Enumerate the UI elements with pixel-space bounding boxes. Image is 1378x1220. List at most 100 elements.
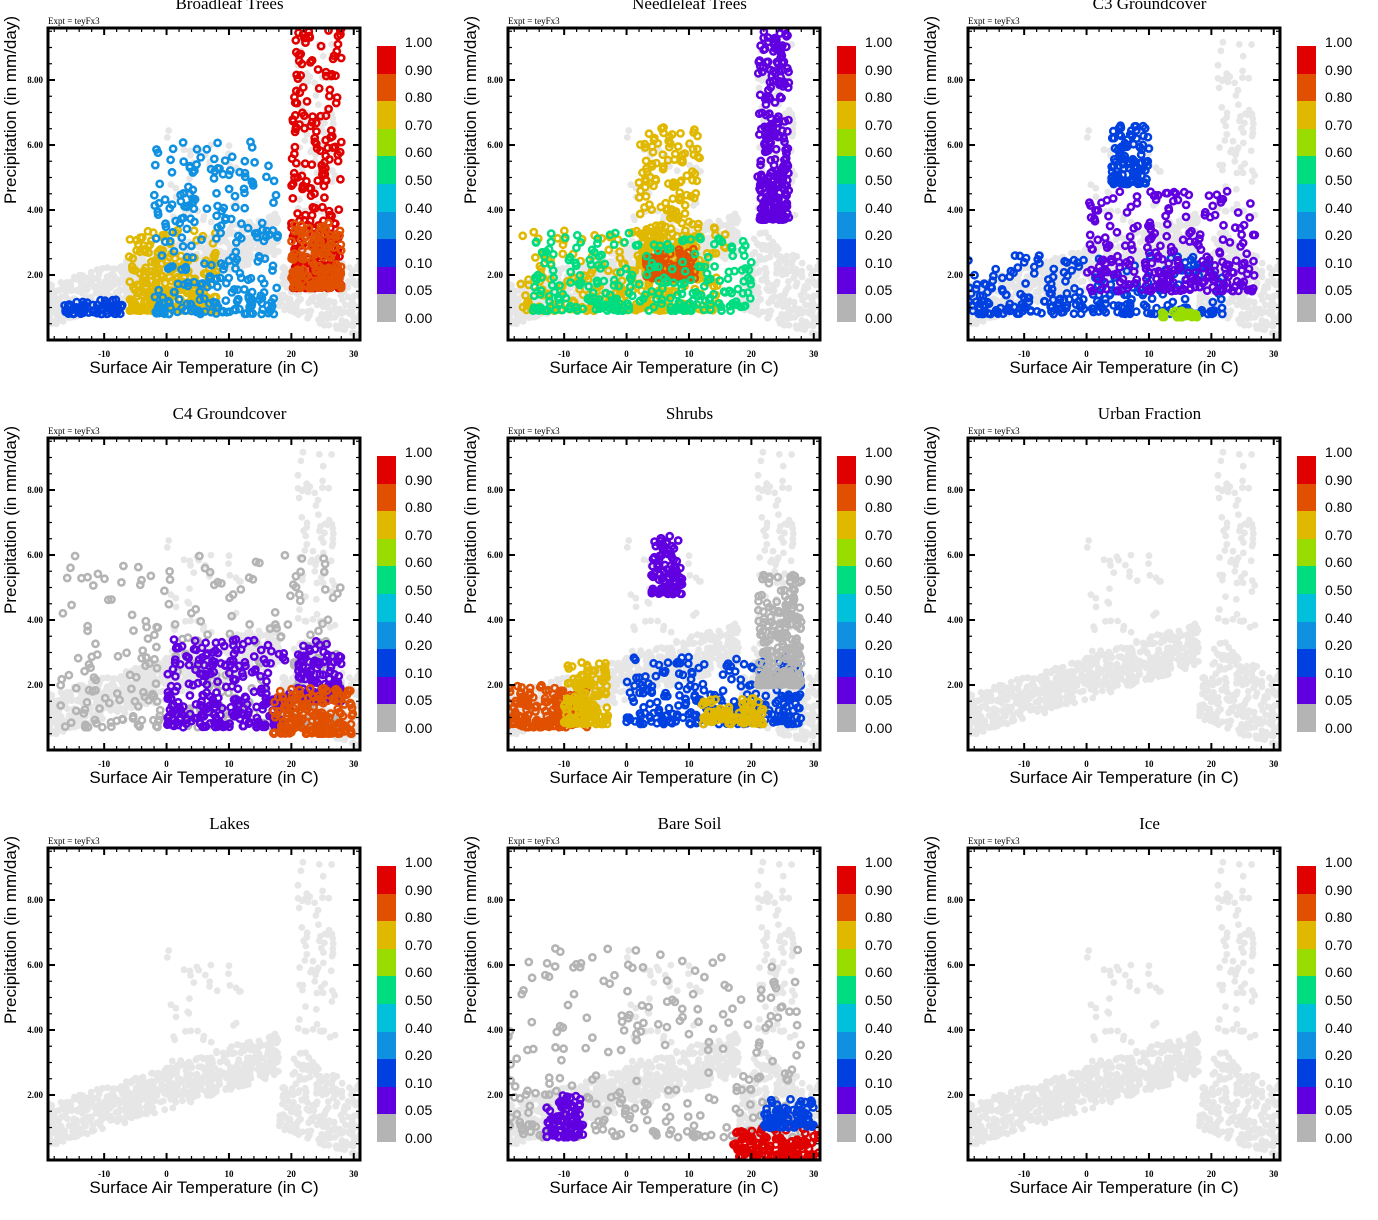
colorbar-label: 0.50 (865, 172, 892, 188)
data-point (180, 139, 186, 145)
data-point (799, 260, 806, 267)
data-point (646, 307, 652, 313)
colorbar-swatch (377, 129, 396, 157)
data-point (322, 298, 329, 305)
data-point (639, 170, 645, 176)
data-point (334, 94, 340, 100)
data-point (119, 264, 126, 271)
data-point (306, 312, 313, 319)
data-point (321, 195, 327, 201)
colorbar-label: 0.00 (865, 310, 892, 326)
data-point (151, 192, 157, 198)
data-point (704, 270, 710, 276)
data-point (624, 134, 631, 141)
data-point (252, 159, 258, 165)
colorbar-swatch (377, 212, 396, 240)
colorbar-swatch (377, 267, 396, 295)
data-point (791, 314, 798, 321)
data-point (625, 127, 632, 134)
data-point (325, 145, 331, 151)
data-point (791, 304, 798, 311)
data-point (762, 265, 769, 272)
colorbar-swatch (377, 184, 396, 212)
data-point (248, 255, 255, 262)
data-point (533, 239, 539, 245)
data-point (531, 229, 537, 235)
data-point (337, 228, 343, 234)
colorbar-swatch (837, 184, 856, 212)
data-point (259, 300, 265, 306)
data-point (718, 222, 725, 229)
data-point (168, 181, 175, 188)
y-tick-label: 8.00 (27, 75, 43, 85)
colorbar-swatch (837, 74, 856, 102)
data-point (123, 271, 130, 278)
data-point (326, 93, 332, 99)
data-point (169, 202, 175, 208)
colorbar-label: 0.50 (405, 172, 432, 188)
colorbar-label: 0.05 (405, 282, 432, 298)
data-point (694, 178, 700, 184)
data-point (810, 301, 817, 308)
data-point (302, 212, 308, 218)
data-point (337, 176, 343, 182)
data-point (777, 94, 783, 100)
data-point (320, 53, 327, 60)
data-point (242, 205, 248, 211)
data-point (643, 158, 649, 164)
data-point (181, 146, 188, 153)
data-point (106, 278, 113, 285)
y-tick-label: 8.00 (487, 75, 503, 85)
data-point (701, 283, 707, 289)
data-point (1077, 279, 1084, 286)
colorbar (377, 46, 396, 322)
data-point (152, 162, 158, 168)
data-point (67, 283, 74, 290)
data-point (261, 280, 267, 286)
data-point (134, 237, 140, 243)
panel-title: Needleleaf Trees (460, 0, 919, 14)
data-point (232, 265, 238, 271)
data-point (351, 292, 358, 299)
data-point (622, 239, 628, 245)
data-point (116, 278, 123, 285)
data-point (778, 311, 785, 318)
data-point (756, 267, 763, 274)
data-point (222, 238, 229, 245)
data-point (211, 156, 217, 162)
data-point (769, 282, 776, 289)
data-point (77, 276, 84, 283)
data-point (211, 175, 217, 181)
data-point (674, 167, 681, 174)
data-point (717, 278, 723, 284)
colorbar-label: 0.40 (865, 200, 892, 216)
data-point (200, 216, 207, 223)
data-point (191, 228, 197, 234)
experiment-label: Expt = teyFx3 (968, 16, 1020, 26)
data-point (184, 226, 190, 232)
data-point (269, 267, 275, 273)
data-point (325, 220, 331, 226)
data-point (157, 181, 163, 187)
data-point (550, 251, 556, 257)
colorbar-label: 0.00 (405, 310, 432, 326)
data-point (548, 231, 554, 237)
data-point (276, 303, 283, 310)
data-point (810, 280, 817, 287)
data-point (712, 263, 718, 269)
data-point (758, 43, 764, 49)
data-point (611, 242, 617, 248)
data-point (313, 128, 319, 134)
data-point (177, 220, 183, 226)
data-point (293, 100, 299, 106)
data-point (672, 151, 678, 157)
data-point (793, 266, 800, 273)
data-point (331, 304, 338, 311)
data-point (338, 139, 344, 145)
data-point (300, 84, 306, 90)
data-point (655, 140, 661, 146)
data-point (801, 308, 808, 315)
data-point (752, 309, 759, 316)
